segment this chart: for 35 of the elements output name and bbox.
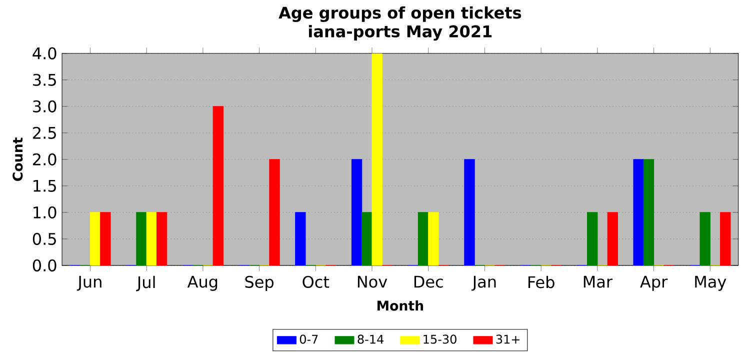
bar xyxy=(100,212,111,266)
y-tick-label: 2.5 xyxy=(33,126,56,139)
bar xyxy=(720,212,731,266)
legend-label: 8-14 xyxy=(358,334,384,344)
y-tick-label: 0.5 xyxy=(32,232,56,245)
x-tick-label: Nov xyxy=(358,276,388,288)
bar xyxy=(607,212,618,266)
bar xyxy=(212,106,224,266)
y-tick-label: 0.0 xyxy=(32,259,56,272)
y-axis-title: Count xyxy=(12,137,23,181)
x-tick-label: Aug xyxy=(187,276,218,291)
x-tick-label: Jul xyxy=(136,276,155,291)
x-tick-label: Feb xyxy=(528,276,554,288)
x-tick-label: Sep xyxy=(245,276,274,291)
x-tick-label: Oct xyxy=(302,276,330,288)
y-tick-label: 4.0 xyxy=(32,47,56,60)
x-tick-label: Mar xyxy=(584,276,613,288)
legend-label: 15-30 xyxy=(424,334,456,344)
y-tick-label: 3.0 xyxy=(33,100,56,112)
x-tick-label: Jun xyxy=(76,276,102,290)
x-tick-label: May xyxy=(695,276,726,291)
bar xyxy=(156,212,168,266)
y-tick-label: 2.0 xyxy=(33,153,56,166)
chart-title: Age groups of open tickets xyxy=(278,6,522,22)
chart-subtitle: iana-ports May 2021 xyxy=(309,24,492,40)
x-axis-title: Month xyxy=(378,300,424,310)
legend-label: 31+ xyxy=(496,334,520,344)
x-tick-label: Apr xyxy=(640,276,668,291)
bar xyxy=(269,158,280,266)
legend-label: 0-7 xyxy=(300,334,318,344)
y-tick-label: 1.5 xyxy=(34,180,56,192)
y-tick-label: 1.0 xyxy=(34,206,56,218)
x-tick-label: Dec xyxy=(414,276,443,288)
x-tick-label: Jan xyxy=(472,276,496,290)
y-tick-label: 3.5 xyxy=(33,74,56,86)
